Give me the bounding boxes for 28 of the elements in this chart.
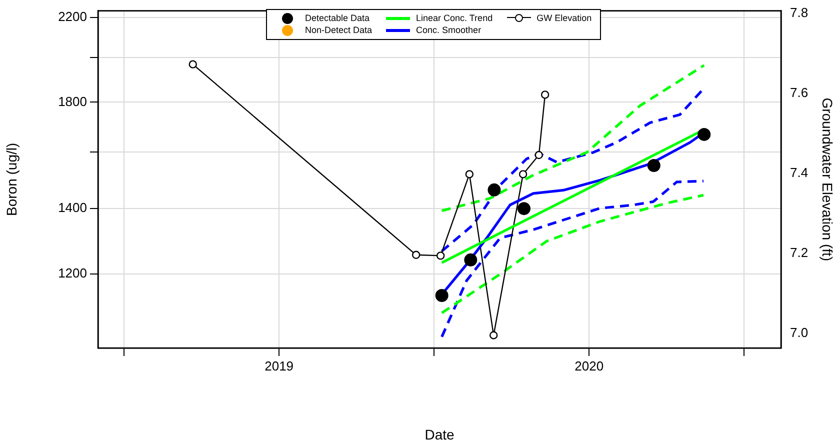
point	[517, 202, 530, 216]
line-series	[440, 180, 705, 338]
y2-axis-title: Groundwater Elevation (ft)	[820, 98, 836, 262]
y-tick-label: 1800	[58, 94, 87, 109]
y-tick-label: 2200	[58, 8, 87, 24]
point	[464, 253, 478, 266]
legend-label: GW Elevation	[536, 12, 592, 24]
line-series	[440, 194, 705, 314]
y-axis-title: Boron (ug/l)	[3, 142, 20, 216]
point	[488, 183, 501, 196]
y2-tick-label: 7.4	[790, 164, 808, 180]
y2-tick-label: 7.0	[790, 324, 808, 340]
point	[435, 289, 448, 302]
x-axis-title: Date	[424, 426, 454, 442]
point	[647, 158, 660, 172]
legend-label: Detectable Data	[305, 12, 370, 24]
y-tick-label: 1400	[58, 200, 87, 216]
legend-label: Non-Detect Data	[305, 24, 372, 36]
x-tick-label: 2019	[264, 358, 294, 374]
line-series	[440, 64, 706, 212]
legend-label: Conc. Smoother	[416, 24, 482, 36]
point	[698, 128, 711, 141]
x-tick-label: 2020	[574, 358, 604, 374]
y2-tick-label: 7.6	[790, 85, 808, 100]
legend-label: Linear Conc. Trend	[416, 12, 493, 24]
y2-tick-label: 7.2	[790, 244, 808, 260]
y2-tick-label: 7.8	[790, 5, 808, 20]
y-tick-label: 1200	[58, 265, 87, 280]
